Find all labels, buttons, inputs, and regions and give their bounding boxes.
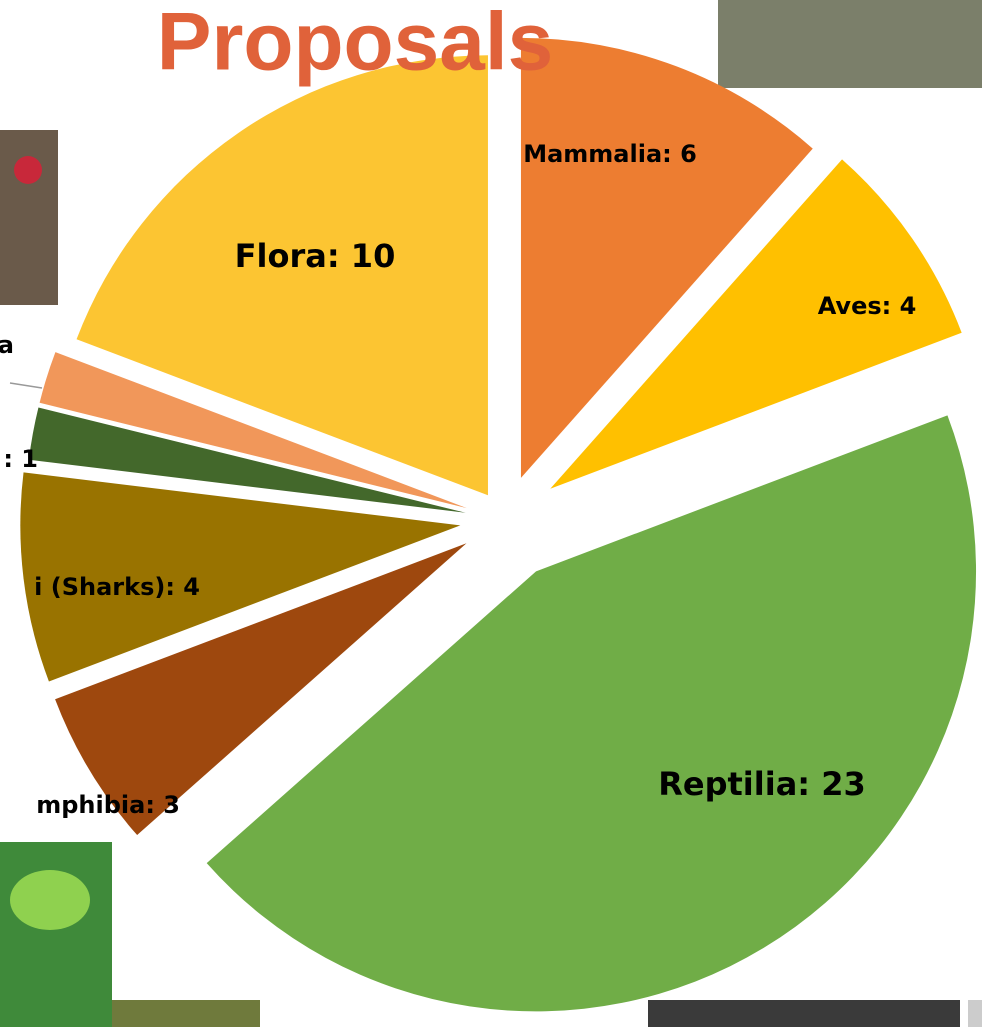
- data-label: Reptilia: 23: [658, 765, 866, 803]
- data-label: Aves: 4: [818, 292, 917, 320]
- slide: Mammalia: 6 Aves: 4 Reptilia: 23 mphibia: 3…: [0, 0, 982, 1027]
- data-label: a: [0, 331, 14, 359]
- data-label: : 1: [3, 445, 38, 473]
- bottom-photo: [648, 1000, 960, 1027]
- elephant-photo: [718, 0, 982, 88]
- chart-title: Proposals: [157, 0, 553, 88]
- bottom-photo: [112, 1000, 260, 1027]
- data-label: Flora: 10: [235, 237, 396, 275]
- data-label: mphibia: 3: [36, 791, 180, 819]
- flower-blossom: [14, 156, 42, 184]
- bottom-photo: [968, 1000, 982, 1027]
- data-label: i (Sharks): 4: [34, 573, 200, 601]
- frog-body: [10, 870, 90, 930]
- data-label: Mammalia: 6: [523, 140, 697, 168]
- frog-photo: [0, 842, 112, 1027]
